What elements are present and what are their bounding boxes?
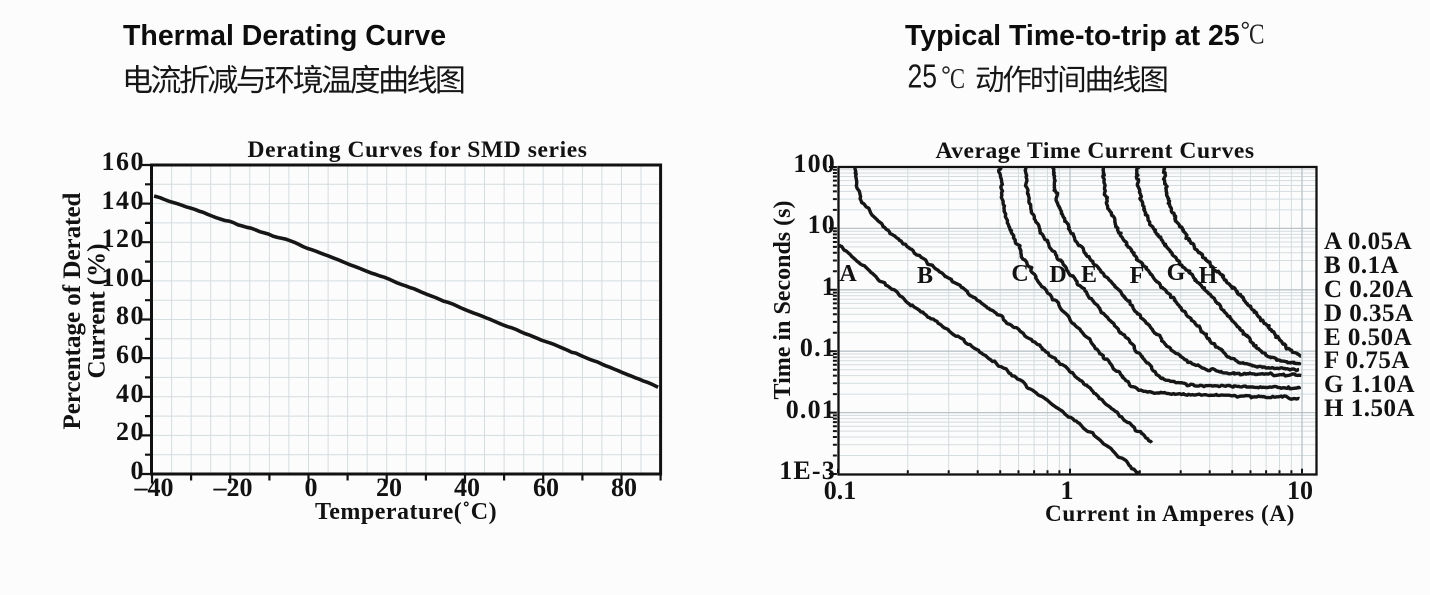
svg-text:0.01: 0.01 [786, 395, 836, 424]
svg-text:–40: –40 [134, 473, 174, 502]
svg-text:C: C [1249, 20, 1265, 51]
svg-text:Typical Time-to-trip at 25: Typical Time-to-trip at 25 [905, 20, 1240, 52]
svg-text:40: 40 [454, 473, 480, 502]
svg-text:20: 20 [116, 417, 145, 446]
svg-text:100: 100 [793, 149, 836, 178]
svg-text:C: C [950, 63, 965, 95]
svg-text:A 0.05A: A 0.05A [1324, 228, 1412, 255]
svg-text:1: 1 [1061, 476, 1074, 505]
svg-text:Percentage of Derated: Percentage of Derated [59, 192, 86, 429]
svg-text:40: 40 [116, 379, 145, 408]
svg-text:Current (%): Current (%) [84, 244, 111, 379]
svg-text:H: H [1199, 263, 1218, 289]
svg-text:F: F [1130, 263, 1145, 289]
svg-text:D: D [1049, 262, 1066, 288]
svg-text:60: 60 [533, 473, 559, 502]
svg-text:0.1: 0.1 [800, 333, 836, 362]
svg-text:100: 100 [102, 263, 146, 292]
svg-text:B 0.1A: B 0.1A [1324, 252, 1399, 279]
svg-text:F 0.75A: F 0.75A [1324, 347, 1410, 374]
svg-text:Current in Amperes (A): Current in Amperes (A) [1045, 501, 1295, 527]
svg-text:25: 25 [908, 58, 938, 95]
svg-text:E: E [1081, 262, 1097, 288]
svg-text:20: 20 [376, 473, 402, 502]
svg-text:0.1: 0.1 [824, 476, 857, 505]
svg-text:140: 140 [102, 186, 146, 215]
svg-text:G: G [1167, 260, 1186, 286]
svg-text:D 0.35A: D 0.35A [1324, 300, 1414, 327]
svg-text:B: B [917, 263, 933, 289]
svg-text:60: 60 [116, 340, 145, 369]
svg-text:10: 10 [808, 210, 836, 239]
svg-text:Temperature(˚C): Temperature(˚C) [315, 499, 497, 525]
svg-text:0: 0 [305, 473, 318, 502]
svg-text:Derating Curves for SMD series: Derating Curves for SMD series [248, 137, 588, 163]
svg-text:Average Time Current Curves: Average Time Current Curves [935, 138, 1254, 164]
svg-text:1E-3: 1E-3 [779, 456, 836, 485]
svg-text:80: 80 [116, 301, 145, 330]
svg-text:E 0.50A: E 0.50A [1324, 324, 1412, 351]
svg-text:A: A [839, 261, 857, 287]
svg-text:160: 160 [102, 147, 146, 176]
svg-text:120: 120 [102, 224, 146, 253]
svg-text:Time in Seconds (s): Time in Seconds (s) [770, 201, 796, 400]
svg-text:1: 1 [822, 272, 836, 301]
svg-text:G 1.10A: G 1.10A [1324, 371, 1415, 398]
svg-text:C 0.20A: C 0.20A [1324, 276, 1414, 303]
svg-text:10: 10 [1287, 476, 1313, 505]
svg-text:0: 0 [131, 456, 146, 485]
svg-text:–20: –20 [213, 473, 253, 502]
svg-text:Thermal Derating Curve: Thermal Derating Curve [123, 20, 446, 52]
svg-text:80: 80 [611, 473, 637, 502]
svg-text:C: C [1011, 261, 1028, 287]
svg-text:H 1.50A: H 1.50A [1324, 395, 1415, 422]
